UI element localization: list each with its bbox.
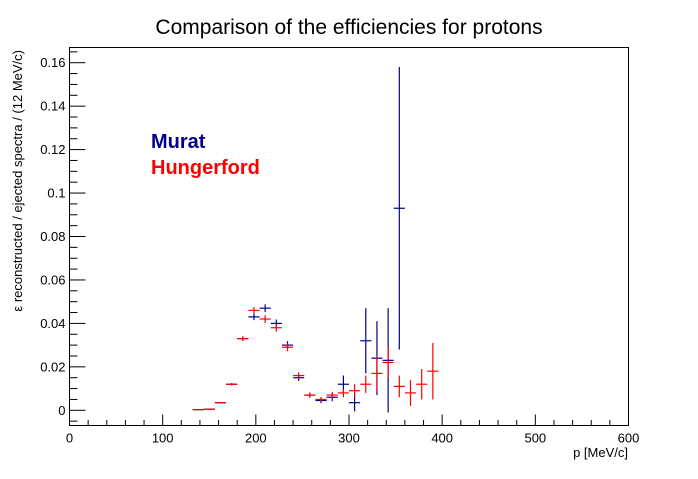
y-tick-label: 0.12: [40, 142, 65, 157]
x-tick-label: 200: [245, 431, 267, 446]
data-point-murat-6: [259, 304, 271, 313]
data-point-hungerford-10: [304, 392, 316, 398]
data-point-hungerford-15: [360, 375, 372, 393]
x-axis-label: p [MeV/c]: [573, 445, 628, 460]
x-tick-label: 0: [66, 431, 73, 446]
data-point-hungerford-19: [404, 379, 417, 406]
y-tick-label: 0.04: [40, 316, 65, 331]
data-point-hungerford-18: [393, 375, 405, 398]
data-point-hungerford-2: [214, 402, 227, 404]
series-hungerford: [192, 307, 439, 411]
y-tick-label: 0.08: [40, 229, 65, 244]
data-point-hungerford-6: [259, 315, 271, 323]
y-axis-label: ε reconstructed / ejected spectra / (12 …: [10, 50, 25, 312]
data-point-hungerford-12: [326, 391, 338, 399]
data-point-murat-5: [248, 313, 260, 321]
legend-entry-hungerford: Hungerford: [151, 157, 260, 179]
data-point-murat-18: [393, 67, 405, 350]
x-tick-label: 100: [152, 431, 174, 446]
x-tick-label: 400: [431, 431, 453, 446]
x-tick-label: 500: [524, 431, 546, 446]
series-layer: [192, 67, 439, 413]
y-tick-label: 0: [58, 403, 65, 418]
data-point-hungerford-9: [293, 372, 305, 379]
data-point-hungerford-7: [270, 323, 282, 332]
data-point-hungerford-13: [337, 388, 349, 398]
axis-layer: 0 100 200 300 400 500 600 0 0.02 0.04 0.06 0.08 0.1 0…: [40, 51, 640, 446]
data-point-murat-15: [360, 308, 372, 374]
chart-title: Comparison of the efficiencies for proto…: [155, 16, 542, 39]
data-point-hungerford-16: [371, 355, 383, 391]
y-tick-label: 0.06: [40, 272, 65, 287]
data-point-hungerford-8: [281, 343, 294, 352]
y-tick-label: 0.16: [40, 55, 65, 70]
y-tick-label: 0.14: [40, 99, 65, 114]
x-tick-label: 300: [338, 431, 360, 446]
legend-entry-murat: Murat: [151, 131, 206, 153]
data-point-hungerford-3: [226, 383, 238, 386]
y-tick-label: 0.02: [40, 359, 65, 374]
data-point-hungerford-21: [427, 342, 439, 400]
data-point-hungerford-20: [416, 369, 428, 400]
y-tick-label: 0.1: [47, 186, 65, 201]
data-point-hungerford-11: [315, 396, 327, 403]
x-tick-label: 600: [618, 431, 640, 446]
data-point-hungerford-4: [237, 336, 249, 341]
data-point-hungerford-14: [349, 384, 361, 398]
data-point-hungerford-17: [382, 347, 394, 378]
data-point-hungerford-5: [248, 307, 260, 314]
